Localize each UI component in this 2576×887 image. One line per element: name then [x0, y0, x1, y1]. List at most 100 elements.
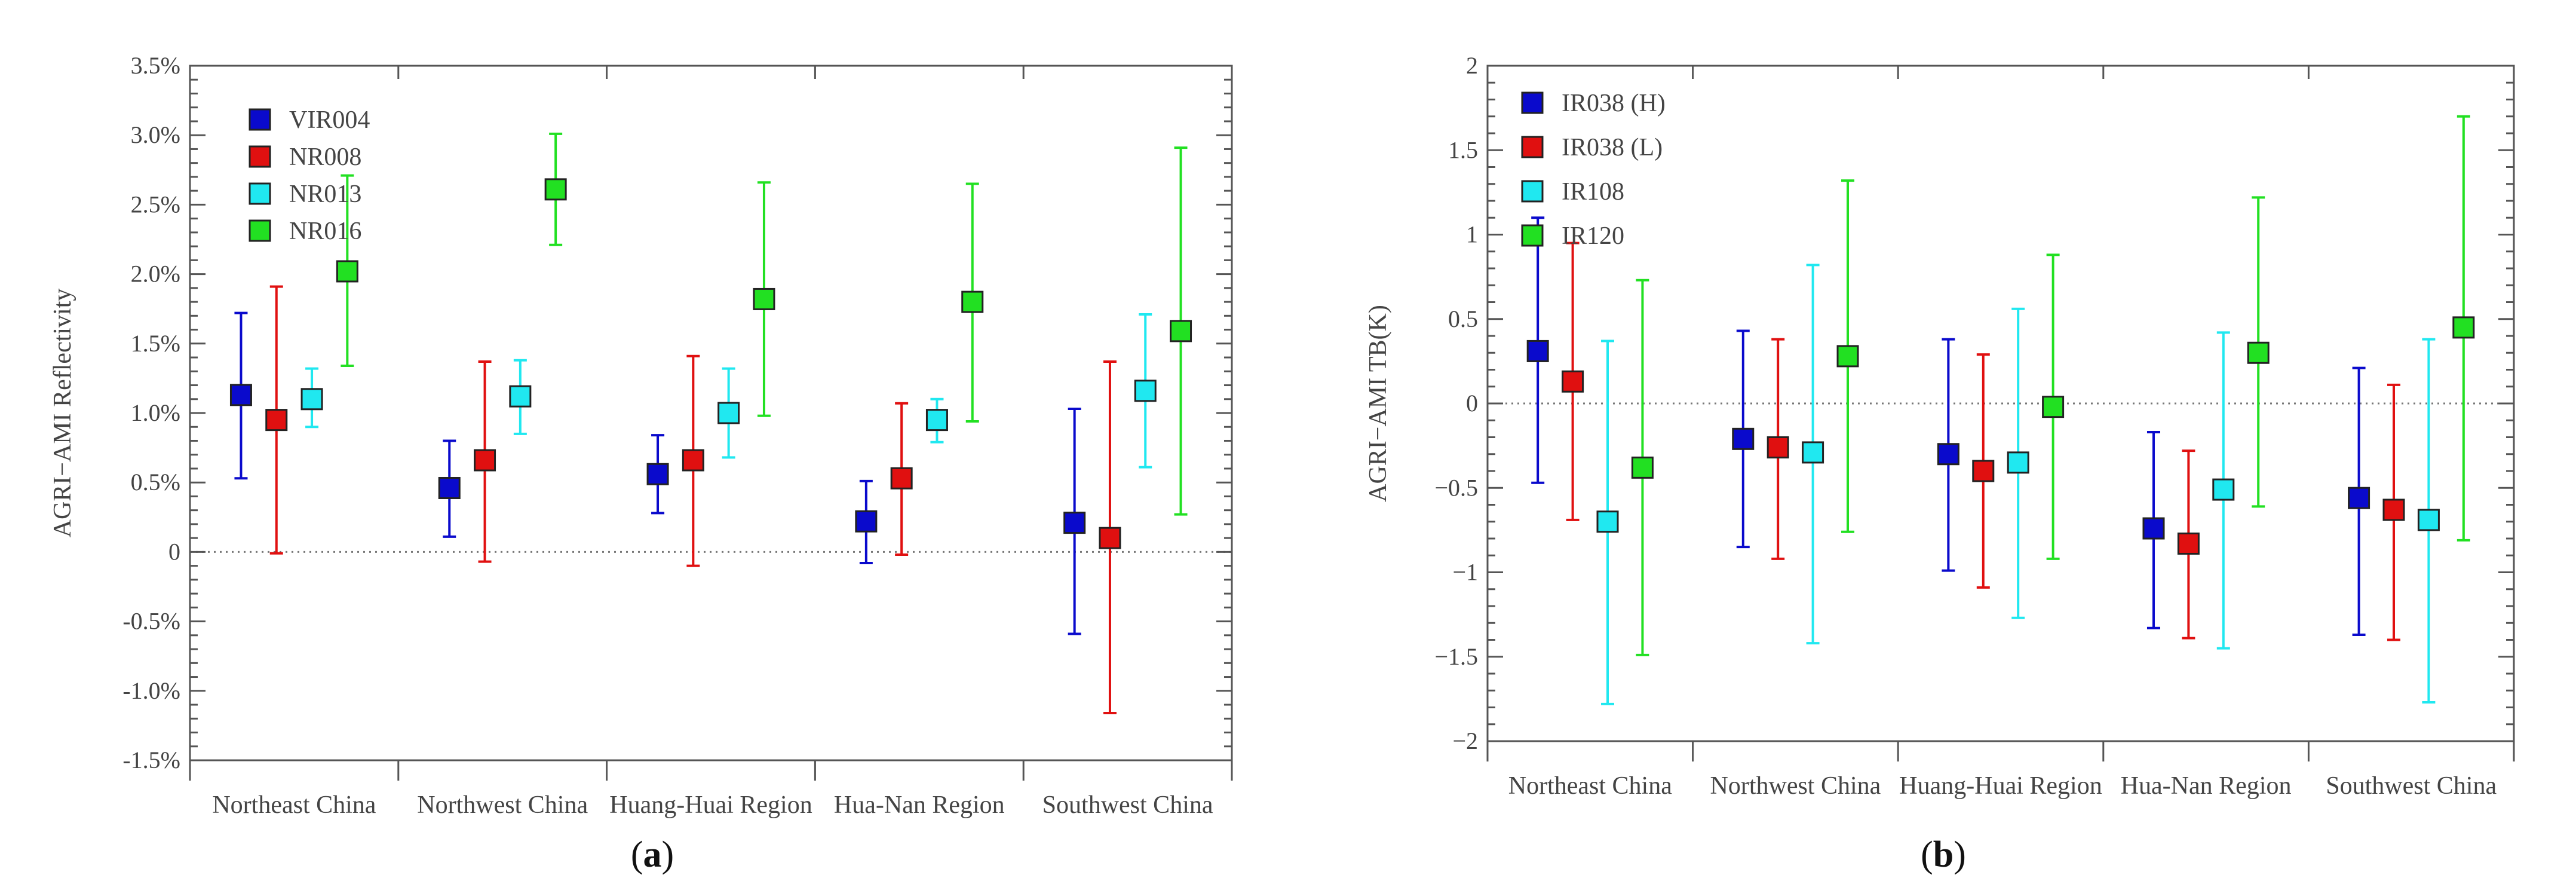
y-tick-label: −1 [1452, 559, 1478, 586]
legend-swatch [249, 145, 271, 168]
y-tick-label: −1.5 [1434, 643, 1478, 670]
x-category-label: Southwest China [2326, 772, 2497, 800]
data-point-nr016 [544, 178, 567, 201]
legend-label: IR038 (L) [1562, 134, 1663, 161]
y-tick-label: -1.0% [122, 677, 180, 704]
data-point-nr016 [961, 290, 984, 313]
y-axis-label: AGRI−AMI Reflectivity [49, 289, 76, 538]
legend-label: VIR004 [289, 106, 370, 134]
legend-swatch [249, 108, 271, 131]
x-category-label: Hua-Nan Region [834, 791, 1005, 819]
panel-caption-close: ) [1954, 834, 1966, 875]
data-point-vir004 [229, 384, 252, 406]
data-point-nr013 [509, 385, 532, 408]
y-tick-label: 0.5 [1448, 305, 1478, 332]
data-point-nr016 [336, 260, 358, 283]
y-tick-label: 0 [1466, 390, 1478, 417]
y-tick-label: 3.0% [131, 121, 180, 148]
data-point-ir108 [2007, 451, 2029, 474]
x-category-label: Huang-Huai Region [609, 791, 812, 819]
data-point-nr008 [474, 449, 496, 472]
data-point-ir120 [1631, 456, 1654, 479]
data-point-ir038-h- [2348, 487, 2370, 509]
y-tick-label: 0 [168, 538, 180, 565]
y-tick-label: 2 [1466, 52, 1478, 79]
legend-swatch [1521, 180, 1544, 203]
y-tick-label: 1.5 [1448, 136, 1478, 163]
panel-caption-close: ) [662, 834, 674, 875]
data-point-ir038-l- [1767, 436, 1789, 458]
legend-swatch [1521, 136, 1544, 158]
y-tick-label: 2.0% [131, 261, 180, 287]
data-point-ir038-h- [1732, 427, 1755, 450]
chart-panel-a: -1.5% -1.0% -0.5% 0 0.5% 1.0% 1.5% 2.0% 2.5% 3.0%… [49, 52, 1233, 875]
data-point-nr013 [300, 388, 323, 411]
y-tick-label: 1.0% [131, 399, 180, 426]
data-point-nr016 [1170, 320, 1192, 342]
data-point-ir108 [1802, 441, 1824, 464]
data-point-nr008 [682, 449, 704, 472]
y-tick-label: −2 [1452, 727, 1478, 754]
y-tick-label: −0.5 [1434, 474, 1478, 501]
data-point-ir120 [2452, 316, 2475, 339]
legend-swatch [249, 219, 271, 242]
data-point-nr008 [265, 409, 288, 432]
data-point-nr008 [890, 467, 913, 490]
data-point-ir108 [2212, 478, 2235, 501]
data-point-nr013 [717, 402, 740, 424]
data-point-ir038-l- [1972, 460, 1995, 482]
data-point-vir004 [438, 476, 461, 499]
data-point-nr013 [1134, 380, 1157, 402]
data-point-nr016 [753, 287, 775, 310]
data-point-ir108 [1596, 510, 1619, 533]
y-tick-label: -1.5% [122, 747, 180, 773]
data-point-ir038-h- [2142, 517, 2165, 540]
x-category-label: Huang-Huai Region [1899, 772, 2102, 800]
y-tick-label: 0.5% [131, 469, 180, 496]
panel-caption: (b) [1921, 834, 1966, 875]
data-point-vir004 [1063, 512, 1086, 534]
x-category-label: Hua-Nan Region [2121, 772, 2292, 800]
data-point-ir038-h- [1937, 443, 1959, 466]
legend-label: NR016 [289, 218, 361, 245]
x-category-label: Southwest China [1042, 791, 1213, 819]
chart-panel-b: −2 −1.5 −1 −0.5 0 0.5 1 1.5 2 Northeast China Nort… [1364, 52, 2515, 875]
data-point-vir004 [855, 510, 878, 533]
panel-caption: (a) [631, 834, 674, 875]
x-category-label: Northeast China [212, 791, 376, 819]
legend-label: NR008 [289, 143, 361, 171]
legend-swatch [249, 182, 271, 205]
y-tick-label: 3.5% [131, 52, 180, 79]
data-point-vir004 [646, 463, 669, 485]
legend-swatch [1521, 91, 1544, 114]
y-tick-label: 1 [1466, 221, 1478, 248]
x-category-label: Northeast China [1508, 772, 1672, 800]
y-tick-label: -0.5% [122, 608, 180, 635]
data-point-ir108 [2417, 509, 2440, 531]
data-point-ir120 [2042, 396, 2065, 418]
data-point-nr008 [1099, 527, 1121, 549]
x-category-label: Northwest China [417, 791, 588, 819]
panel-caption-letter: a [643, 834, 662, 875]
panel-caption-open: ( [631, 834, 643, 875]
panel-caption-open: ( [1921, 834, 1933, 875]
data-point-nr013 [925, 409, 948, 432]
data-point-ir120 [1836, 345, 1859, 368]
data-point-ir038-l- [1562, 370, 1584, 393]
y-axis-label: AGRI−AMI TB(K) [1364, 305, 1392, 502]
legend-label: IR038 (H) [1562, 90, 1666, 117]
data-point-ir120 [2247, 341, 2270, 364]
legend: VIR004 NR008 NR013 NR016 [249, 106, 370, 245]
y-tick-label: 2.5% [131, 191, 180, 218]
legend-swatch [1521, 224, 1544, 247]
y-tick-label: 1.5% [131, 330, 180, 357]
legend-label: IR120 [1562, 222, 1624, 250]
legend-label: NR013 [289, 181, 361, 208]
data-point-ir038-h- [1526, 339, 1549, 362]
x-category-label: Northwest China [1710, 772, 1881, 800]
legend-label: IR108 [1562, 178, 1624, 206]
data-point-ir038-l- [2382, 498, 2405, 521]
data-point-ir038-l- [2177, 532, 2200, 555]
panel-caption-letter: b [1933, 834, 1954, 875]
